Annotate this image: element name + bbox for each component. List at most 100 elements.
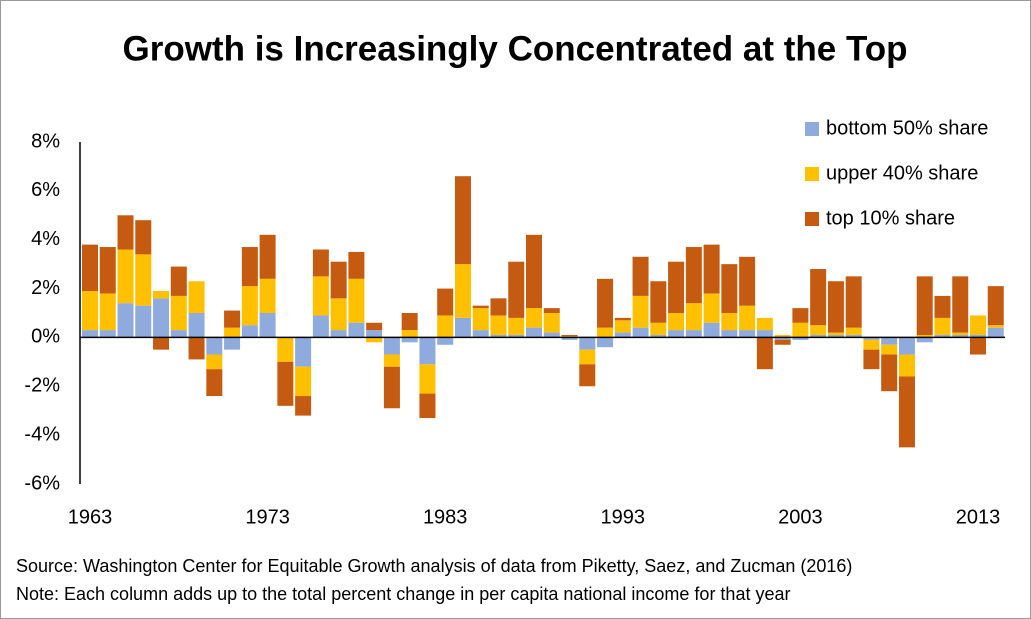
bar-segment xyxy=(366,322,383,331)
bar-segment xyxy=(970,337,986,355)
bar-segment xyxy=(526,308,542,328)
bar-segment xyxy=(82,244,98,292)
bar-segment xyxy=(508,317,525,335)
bar-segment xyxy=(898,337,915,355)
bar-segment xyxy=(632,327,649,338)
bar-segment xyxy=(916,276,933,335)
bar-segment xyxy=(597,337,614,348)
bar-segment xyxy=(224,327,241,338)
bar-segment xyxy=(685,247,702,304)
bar-segment xyxy=(668,313,685,331)
bar-segment xyxy=(792,322,809,338)
legend-swatch xyxy=(805,212,819,226)
bar-segment xyxy=(774,337,791,340)
x-tick-label: 2003 xyxy=(778,506,823,528)
bar-segment xyxy=(419,364,436,394)
bar-segment xyxy=(82,291,98,331)
legend-swatch xyxy=(805,167,819,181)
bar-segment xyxy=(543,308,560,313)
bar-segment xyxy=(987,286,1004,326)
bar-segment xyxy=(490,298,507,316)
bar-segment xyxy=(827,281,844,333)
bar-segment xyxy=(614,317,631,321)
bar-segment xyxy=(970,334,986,338)
bar-segment xyxy=(756,317,773,331)
source: Source: Washington Center for Equitable … xyxy=(16,556,852,576)
bar-segment xyxy=(330,330,347,338)
bar-segment xyxy=(295,366,312,397)
bar-segment xyxy=(224,310,241,328)
legend-swatch xyxy=(805,122,819,136)
bar-segment xyxy=(579,349,596,365)
bar-segment xyxy=(188,337,205,360)
bar-segment xyxy=(312,276,329,316)
bar-segment xyxy=(99,293,116,331)
bar-segment xyxy=(419,337,436,365)
bar-segment xyxy=(348,322,365,338)
bar-segment xyxy=(206,337,223,355)
bar-segment xyxy=(579,364,596,387)
bar-segment xyxy=(188,313,205,338)
bar-segment xyxy=(454,264,471,318)
bar-segment xyxy=(206,369,223,397)
bar-segment xyxy=(721,264,738,313)
bar-segment xyxy=(810,269,827,326)
bar-segment xyxy=(561,337,578,340)
bar-segment xyxy=(259,278,276,313)
bar-segment xyxy=(597,278,614,328)
bar-segment xyxy=(472,330,489,338)
bar-segment xyxy=(241,286,258,326)
chart-title: Growth is Increasingly Concentrated at t… xyxy=(122,29,907,68)
bar-segment xyxy=(472,308,489,331)
bar-segment xyxy=(685,330,702,338)
bar-segment xyxy=(987,325,1004,328)
y-tick-label: -2% xyxy=(24,375,60,397)
bar-segment xyxy=(561,334,578,337)
bar-segment xyxy=(224,337,241,350)
bar-segment xyxy=(330,298,347,331)
bar-segment xyxy=(135,220,152,255)
bar-segment xyxy=(863,337,880,340)
bar-segment xyxy=(579,337,596,350)
bar-segment xyxy=(614,320,631,333)
bar-segment xyxy=(650,281,667,323)
bar-segment xyxy=(82,330,98,338)
bar-segment xyxy=(117,303,134,338)
bar-segment xyxy=(454,317,471,338)
bar-segment xyxy=(99,247,116,294)
bar-segment xyxy=(543,332,560,338)
bar-segment xyxy=(827,332,844,335)
bar-segment xyxy=(632,256,649,296)
bar-segment xyxy=(259,234,276,279)
bar-segment xyxy=(490,334,507,338)
bar-segment xyxy=(454,176,471,265)
bar-segment xyxy=(810,325,827,335)
bar-segment xyxy=(721,330,738,338)
bar-segment xyxy=(792,308,809,323)
bar-segment xyxy=(526,234,542,309)
y-tick-label: 2% xyxy=(31,277,60,299)
bar-segment xyxy=(898,376,915,448)
bar-segment xyxy=(703,322,720,338)
bar-segment xyxy=(845,334,862,338)
bar-segment xyxy=(739,330,756,338)
bar-segment xyxy=(330,261,347,299)
bar-segment xyxy=(916,334,933,338)
bar-segment xyxy=(188,281,205,313)
bar-segment xyxy=(312,315,329,338)
bar-segment xyxy=(135,254,152,306)
y-tick-label: 4% xyxy=(31,228,60,250)
bar-segment xyxy=(153,337,170,350)
bar-segment xyxy=(970,315,986,335)
bar-segment xyxy=(934,295,951,318)
bar-segment xyxy=(277,337,294,362)
bar-segment xyxy=(952,334,969,338)
bar-segment xyxy=(259,313,276,338)
bar-segment xyxy=(756,337,773,370)
bar-segment xyxy=(508,261,525,318)
bar-segment xyxy=(934,334,951,338)
bar-segment xyxy=(383,354,400,367)
bar-segment xyxy=(419,393,436,419)
bar-segment xyxy=(739,305,756,331)
bar-segment xyxy=(383,337,400,355)
